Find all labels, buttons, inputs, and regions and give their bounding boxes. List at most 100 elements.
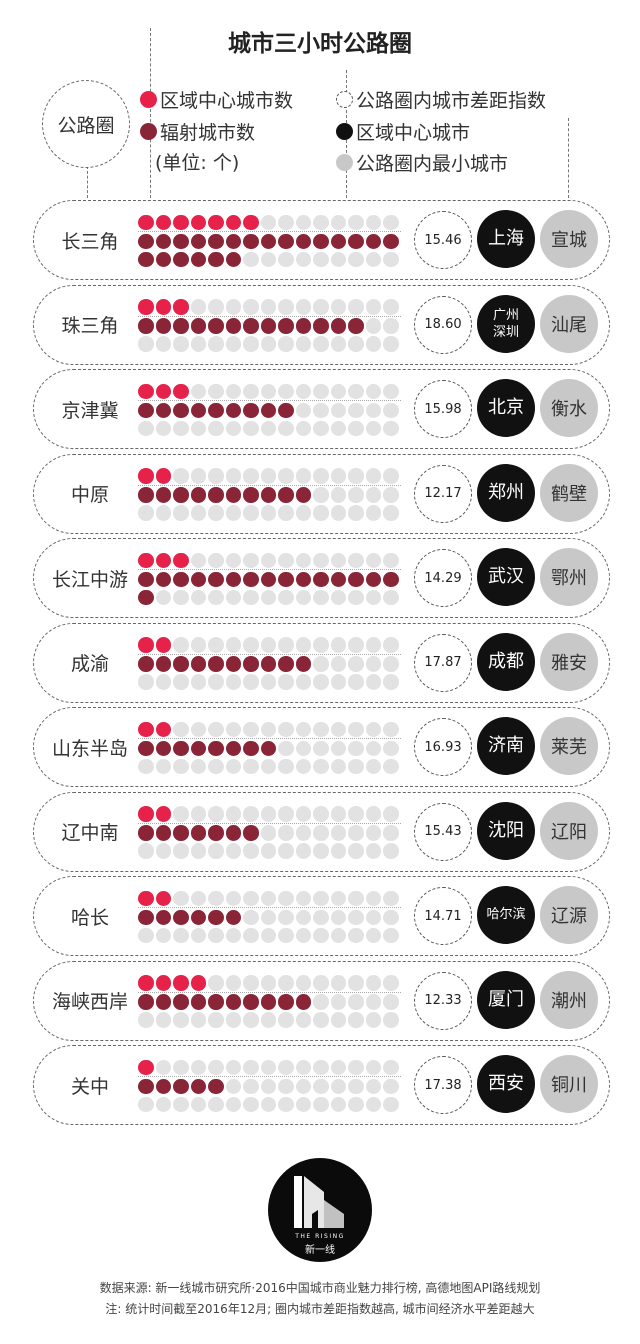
radiating-city-dot	[208, 402, 224, 419]
radiating-city-dot	[138, 909, 154, 926]
empty-dot	[173, 890, 189, 907]
empty-dot	[365, 487, 381, 503]
empty-dot	[243, 420, 259, 437]
center-count-line	[138, 890, 401, 908]
center-city-dot	[155, 214, 171, 231]
empty-dot	[138, 1012, 154, 1028]
min-city: 辽阳	[540, 801, 598, 860]
footer-note: 注: 统计时间截至2016年12月; 圈内城市差距指数越高, 城市间经济水平差距…	[105, 1302, 535, 1316]
empty-dot	[383, 806, 399, 822]
empty-dot	[313, 468, 329, 484]
radiating-city-dot	[173, 1078, 189, 1095]
empty-dot	[260, 909, 276, 926]
radiating-city-dot	[225, 487, 241, 503]
radiating-city-dot	[313, 233, 329, 250]
empty-dot	[208, 975, 224, 991]
region-name: 辽中南	[61, 822, 119, 844]
region-name: 长三角	[61, 230, 119, 253]
radiating-city-dot	[295, 656, 311, 672]
empty-dot	[330, 909, 346, 926]
empty-dot	[278, 637, 294, 653]
empty-dot	[313, 1078, 329, 1095]
empty-dot	[313, 420, 329, 437]
empty-dot	[348, 1078, 364, 1095]
empty-dot	[330, 674, 346, 690]
center-city-dot	[190, 214, 206, 231]
legend-black-dot	[336, 123, 353, 140]
empty-dot	[348, 589, 364, 606]
empty-dot	[173, 1012, 189, 1028]
empty-dot	[330, 402, 346, 419]
radiating-count-line	[138, 487, 401, 504]
empty-dot	[243, 758, 259, 775]
radiating-city-dot	[278, 656, 294, 672]
region-row: 成渝 17.87 成都 雅安	[33, 622, 610, 703]
radiating-city-dot	[190, 825, 206, 841]
legend-label: 公路圈内最小城市	[356, 153, 509, 175]
empty-dot	[383, 994, 399, 1010]
radiating-city-dot	[278, 571, 294, 588]
legend-center-city: 区域中心城市	[336, 118, 470, 145]
center-city-dot	[138, 1059, 154, 1076]
empty-dot	[278, 927, 294, 944]
min-city: 辽源	[540, 886, 598, 944]
empty-dot	[365, 637, 381, 653]
radiating-city-dot	[225, 571, 241, 588]
empty-dot	[243, 589, 259, 606]
empty-dot	[313, 975, 329, 991]
empty-dot	[348, 552, 364, 569]
empty-dot	[260, 420, 276, 437]
gap-index-value: 17.87	[414, 633, 472, 692]
empty-dot	[313, 299, 329, 315]
radiating-city-dot	[330, 318, 346, 334]
empty-dot	[348, 825, 364, 841]
dot-grid	[138, 975, 401, 1030]
center-city-dot	[173, 383, 189, 400]
radiating-city-dot	[155, 251, 171, 268]
empty-dot	[330, 994, 346, 1010]
empty-dot	[383, 890, 399, 907]
empty-dot	[348, 843, 364, 859]
center-city-dot	[173, 552, 189, 569]
empty-dot	[295, 740, 311, 757]
empty-dot	[330, 975, 346, 991]
gap-index-value: 12.17	[414, 464, 472, 523]
empty-dot	[278, 909, 294, 926]
dot-grid	[138, 468, 401, 523]
radiating-city-dot	[243, 487, 259, 503]
empty-dot	[383, 909, 399, 926]
center-city-dot	[138, 214, 154, 231]
empty-dot	[190, 552, 206, 569]
empty-dot	[190, 843, 206, 859]
radiating-city-dot	[383, 571, 399, 588]
empty-dot	[295, 402, 311, 419]
radiating-count-line	[138, 251, 401, 268]
region-row: 哈长 14.71 哈尔滨 辽源	[33, 876, 610, 956]
empty-dot	[295, 214, 311, 231]
empty-dot	[295, 1078, 311, 1095]
empty-dot	[348, 251, 364, 268]
radiating-count-line	[138, 336, 401, 353]
min-city: 鄂州	[540, 548, 598, 606]
empty-dot	[155, 843, 171, 859]
center-city-dot	[138, 721, 154, 738]
gap-index-value: 15.43	[414, 802, 472, 861]
empty-dot	[260, 843, 276, 859]
dot-grid	[138, 1059, 401, 1114]
empty-dot	[365, 843, 381, 859]
empty-dot	[260, 468, 276, 484]
radiating-city-dot	[225, 994, 241, 1010]
empty-dot	[313, 927, 329, 944]
empty-dot	[365, 758, 381, 775]
empty-dot	[260, 806, 276, 822]
empty-dot	[190, 383, 206, 400]
empty-dot	[278, 674, 294, 690]
empty-dot	[348, 420, 364, 437]
empty-dot	[348, 336, 364, 352]
empty-dot	[225, 927, 241, 944]
empty-dot	[348, 674, 364, 690]
empty-dot	[260, 383, 276, 400]
empty-dot	[365, 890, 381, 907]
radiating-count-line	[138, 740, 401, 757]
legend-label: 区域中心城市数	[160, 90, 294, 112]
